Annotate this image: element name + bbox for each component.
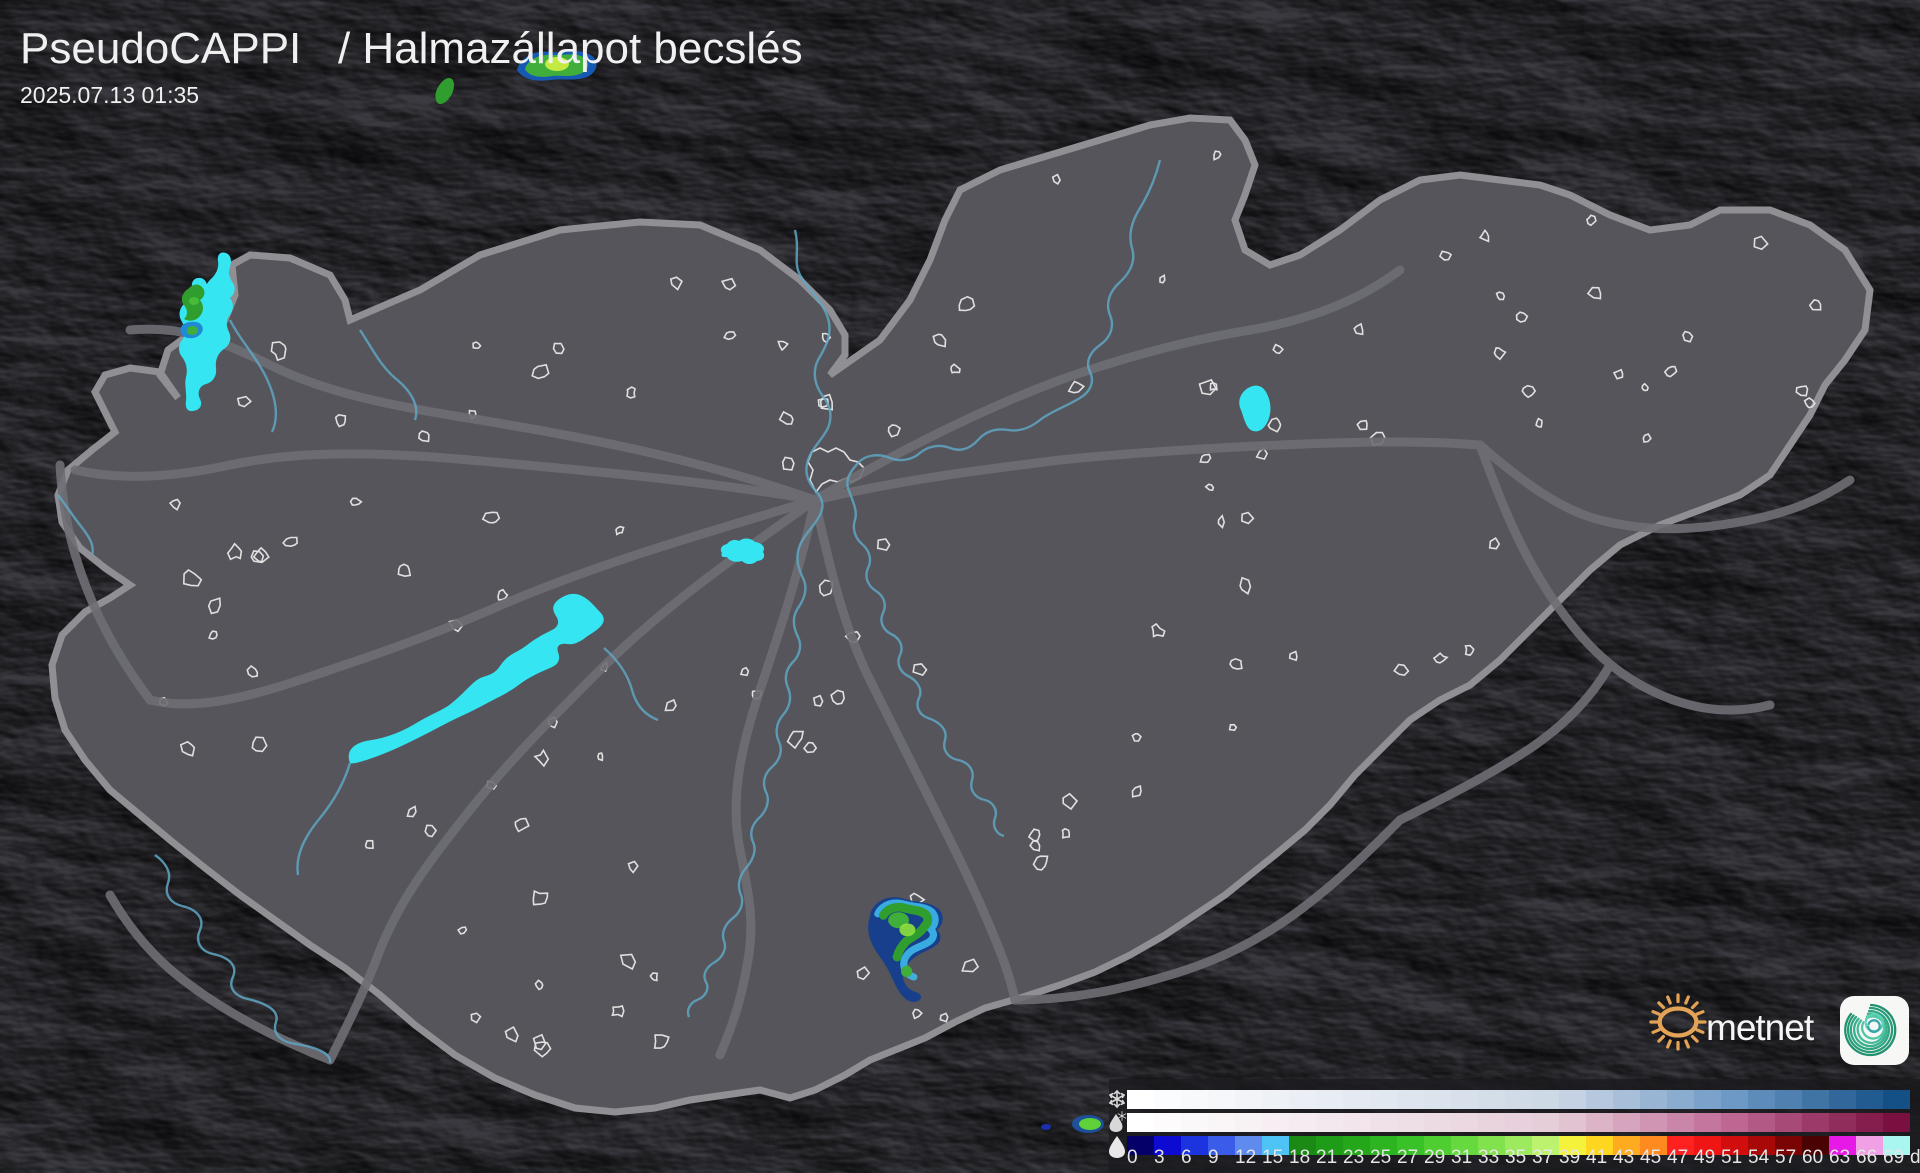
svg-text:21: 21	[1316, 1147, 1337, 1168]
svg-text:54: 54	[1748, 1147, 1770, 1168]
svg-text:15: 15	[1262, 1147, 1283, 1168]
svg-text:27: 27	[1397, 1147, 1418, 1168]
svg-text:29: 29	[1424, 1147, 1445, 1168]
svg-text:35: 35	[1505, 1147, 1526, 1168]
svg-text:63: 63	[1829, 1147, 1850, 1168]
svg-text:66: 66	[1856, 1147, 1877, 1168]
svg-text:18: 18	[1289, 1147, 1310, 1168]
svg-text:47: 47	[1667, 1147, 1688, 1168]
svg-text:3: 3	[1154, 1147, 1165, 1168]
svg-text:43: 43	[1613, 1147, 1634, 1168]
svg-text:51: 51	[1721, 1147, 1742, 1168]
svg-text:57: 57	[1775, 1147, 1796, 1168]
svg-text:31: 31	[1451, 1147, 1472, 1168]
svg-text:25: 25	[1370, 1147, 1391, 1168]
svg-text:0: 0	[1127, 1147, 1138, 1168]
svg-text:37: 37	[1532, 1147, 1553, 1168]
svg-text:metnet: metnet	[1706, 1007, 1815, 1048]
svg-text:6: 6	[1181, 1147, 1192, 1168]
svg-text:33: 33	[1478, 1147, 1499, 1168]
svg-text:dBZ: dBZ	[1910, 1147, 1920, 1168]
svg-text:69: 69	[1883, 1147, 1904, 1168]
svg-text:39: 39	[1559, 1147, 1580, 1168]
svg-text:60: 60	[1802, 1147, 1823, 1168]
svg-text:41: 41	[1586, 1147, 1607, 1168]
svg-text:12: 12	[1235, 1147, 1256, 1168]
svg-text:23: 23	[1343, 1147, 1364, 1168]
svg-text:PseudoCAPPI / Halmazállapot: PseudoCAPPI / Halmazállapot becslés	[20, 24, 803, 73]
svg-text:49: 49	[1694, 1147, 1715, 1168]
svg-text:2025.07.13 01:35: 2025.07.13 01:35	[20, 82, 199, 108]
svg-text:45: 45	[1640, 1147, 1661, 1168]
svg-text:9: 9	[1208, 1147, 1219, 1168]
